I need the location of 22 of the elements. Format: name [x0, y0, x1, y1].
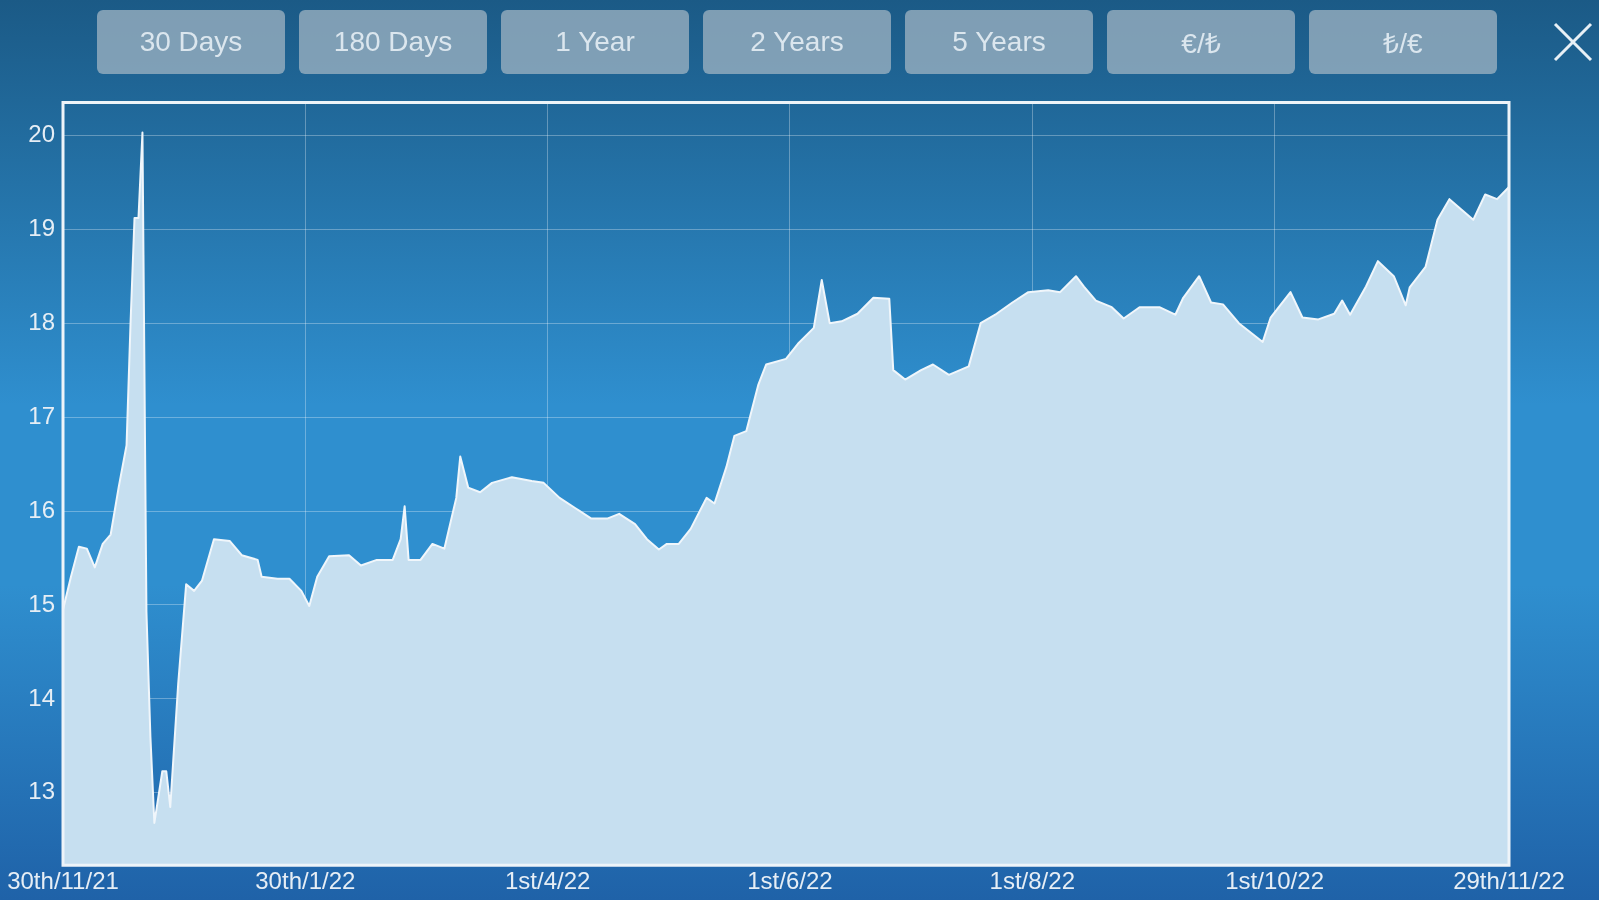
text: €/₺ [1107, 10, 1295, 74]
text: 30 Days [97, 10, 285, 74]
y-tick-label: 18 [28, 307, 55, 335]
text: 1 Year [501, 10, 689, 74]
text: 180 Days [299, 10, 487, 74]
x-tick-label: 29th/11/22 [1453, 867, 1565, 895]
y-tick-label: 14 [28, 683, 55, 711]
y-tick-label: 19 [28, 213, 55, 241]
text: 2 Years [703, 10, 891, 74]
x-tick-label: 30th/11/21 [7, 867, 119, 895]
y-tick-label: 17 [28, 401, 55, 429]
y-tick-label: 13 [28, 777, 55, 805]
y-tick-label: 20 [28, 119, 55, 147]
x-tick-label: 1st/6/22 [747, 867, 833, 895]
text: 5 Years [905, 10, 1093, 74]
x-tick-label: 1st/4/22 [504, 867, 591, 895]
x-tick-label: 30th/1/22 [255, 867, 356, 895]
y-tick-label: 15 [28, 589, 55, 617]
x-tick-label: 1st/10/22 [1225, 867, 1324, 895]
y-tick-label: 16 [28, 495, 55, 523]
x-tick-label: 1st/8/22 [989, 867, 1075, 895]
text: ₺/€ [1309, 10, 1497, 74]
